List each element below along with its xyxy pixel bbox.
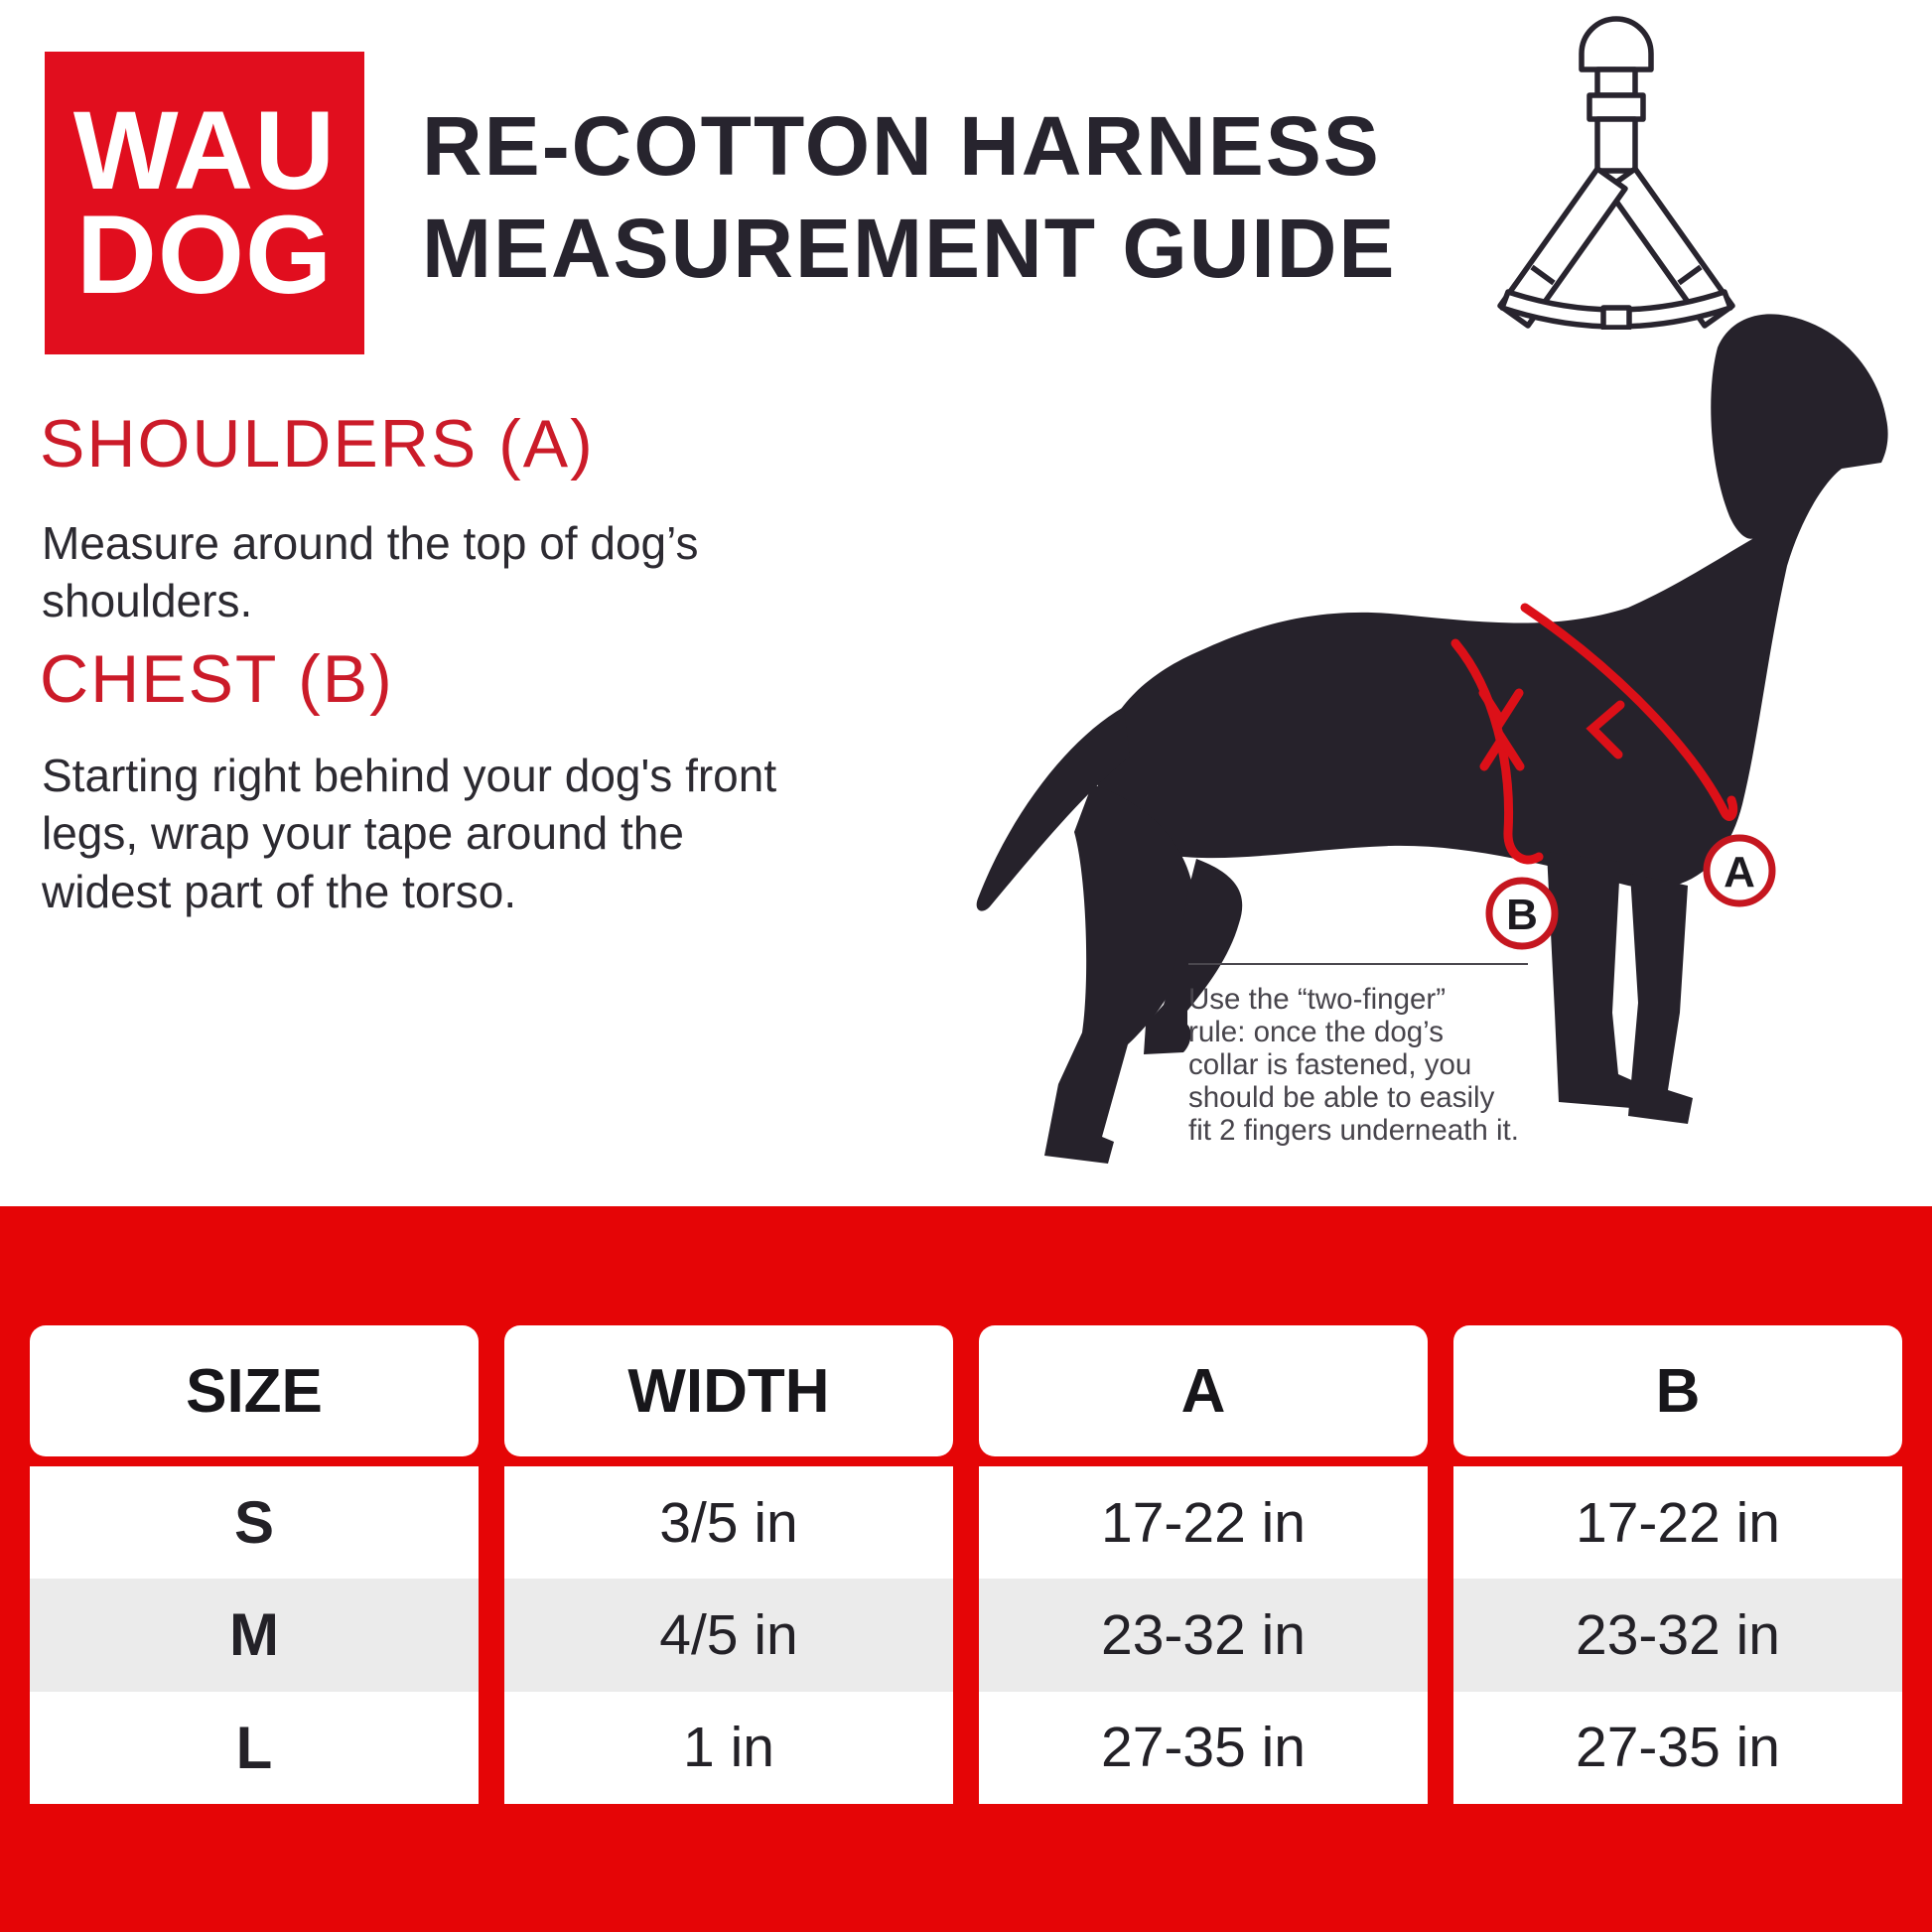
- note-line-2: rule: once the dog’s: [1188, 1016, 1444, 1048]
- harness-measure-lines: [1450, 603, 1738, 865]
- dog-front-leg: [1547, 852, 1636, 1108]
- table-column-a: A 17-22 in 23-32 in 27-35 in: [979, 1325, 1428, 1804]
- table-cell: 3/5 in: [659, 1490, 798, 1555]
- a-column-cells: 17-22 in 23-32 in 27-35 in: [979, 1466, 1428, 1804]
- column-header-size: SIZE: [30, 1325, 479, 1456]
- logo-line-2: DOG: [75, 192, 334, 317]
- page-title: RE-COTTON HARNESS MEASUREMENT GUIDE: [422, 95, 1396, 301]
- chest-measure-line: [1450, 638, 1544, 865]
- dog-tail: [976, 707, 1130, 911]
- arrow-down-icon: [1478, 688, 1524, 730]
- note-divider: [1188, 963, 1528, 965]
- marker-a-label: A: [1724, 848, 1755, 897]
- chest-heading: CHEST (B): [40, 641, 394, 717]
- page-title-line-1: RE-COTTON HARNESS: [422, 99, 1381, 193]
- table-cell: M: [30, 1579, 479, 1692]
- table-column-b: B 17-22 in 23-32 in 27-35 in: [1453, 1325, 1902, 1804]
- column-header-b: B: [1453, 1325, 1902, 1456]
- harness-icon: [1497, 16, 1735, 330]
- shoulders-body-line-1: Measure around the top of dog’s: [42, 517, 699, 569]
- table-cell: 1 in: [683, 1716, 774, 1780]
- dog-front-leg-far: [1628, 874, 1693, 1124]
- logo-line-1: WAU: [72, 88, 337, 213]
- table-column-size: SIZE S M L: [30, 1325, 479, 1804]
- width-column-cells: 3/5 in 4/5 in 1 in: [504, 1466, 953, 1804]
- dog-rear-leg-far: [1144, 859, 1243, 1054]
- dog-silhouette-diagram: A B: [976, 314, 1888, 1164]
- shoulders-heading: SHOULDERS (A): [40, 406, 595, 482]
- chest-body: Starting right behind your dog's front l…: [42, 747, 776, 920]
- note-line-5: fit 2 fingers underneath it.: [1188, 1114, 1519, 1147]
- table-cell: 23-32 in: [1453, 1579, 1902, 1692]
- chest-body-line-3: widest part of the torso.: [42, 865, 517, 917]
- table-cell: 23-32 in: [979, 1579, 1428, 1692]
- b-column-cells: 17-22 in 23-32 in 27-35 in: [1453, 1466, 1902, 1804]
- size-column-cells: S M L: [30, 1466, 479, 1804]
- arrow-left-icon: [1586, 700, 1625, 759]
- dog-rear-leg: [1044, 784, 1195, 1164]
- table-cell: 27-35 in: [1576, 1716, 1780, 1780]
- waudog-logo: WAU DOG: [45, 52, 364, 354]
- marker-a-badge: A: [1703, 834, 1776, 907]
- column-header-width: WIDTH: [504, 1325, 953, 1456]
- table-cell: 27-35 in: [1101, 1716, 1306, 1780]
- note-line-3: collar is fastened, you: [1188, 1048, 1472, 1081]
- note-line-1: Use the “two-finger”: [1188, 983, 1447, 1016]
- dog-silhouette: [976, 314, 1888, 1164]
- page-title-line-2: MEASUREMENT GUIDE: [422, 202, 1397, 296]
- marker-b-badge: B: [1485, 877, 1559, 950]
- table-cell: S: [233, 1489, 275, 1557]
- table-column-width: WIDTH 3/5 in 4/5 in 1 in: [504, 1325, 953, 1804]
- table-cell: 17-22 in: [1576, 1490, 1780, 1555]
- shoulder-measure-line: [1520, 603, 1738, 821]
- table-cell: L: [235, 1714, 273, 1781]
- two-finger-note: Use the “two-finger” rule: once the dog’…: [1188, 983, 1519, 1147]
- shoulders-body-line-2: shoulders.: [42, 575, 253, 627]
- column-header-a: A: [979, 1325, 1428, 1456]
- table-cell: 17-22 in: [1101, 1490, 1306, 1555]
- arrow-up-icon: [1479, 730, 1525, 771]
- table-cell: 4/5 in: [504, 1579, 953, 1692]
- marker-b-label: B: [1506, 891, 1538, 939]
- chest-body-line-1: Starting right behind your dog's front: [42, 750, 777, 801]
- shoulders-body: Measure around the top of dog’s shoulder…: [42, 514, 699, 630]
- size-table: SIZE S M L WIDTH 3/5 in 4/5 in 1 in A 17…: [30, 1325, 1902, 1804]
- note-line-4: should be able to easily: [1188, 1081, 1495, 1114]
- chest-body-line-2: legs, wrap your tape around the: [42, 807, 684, 860]
